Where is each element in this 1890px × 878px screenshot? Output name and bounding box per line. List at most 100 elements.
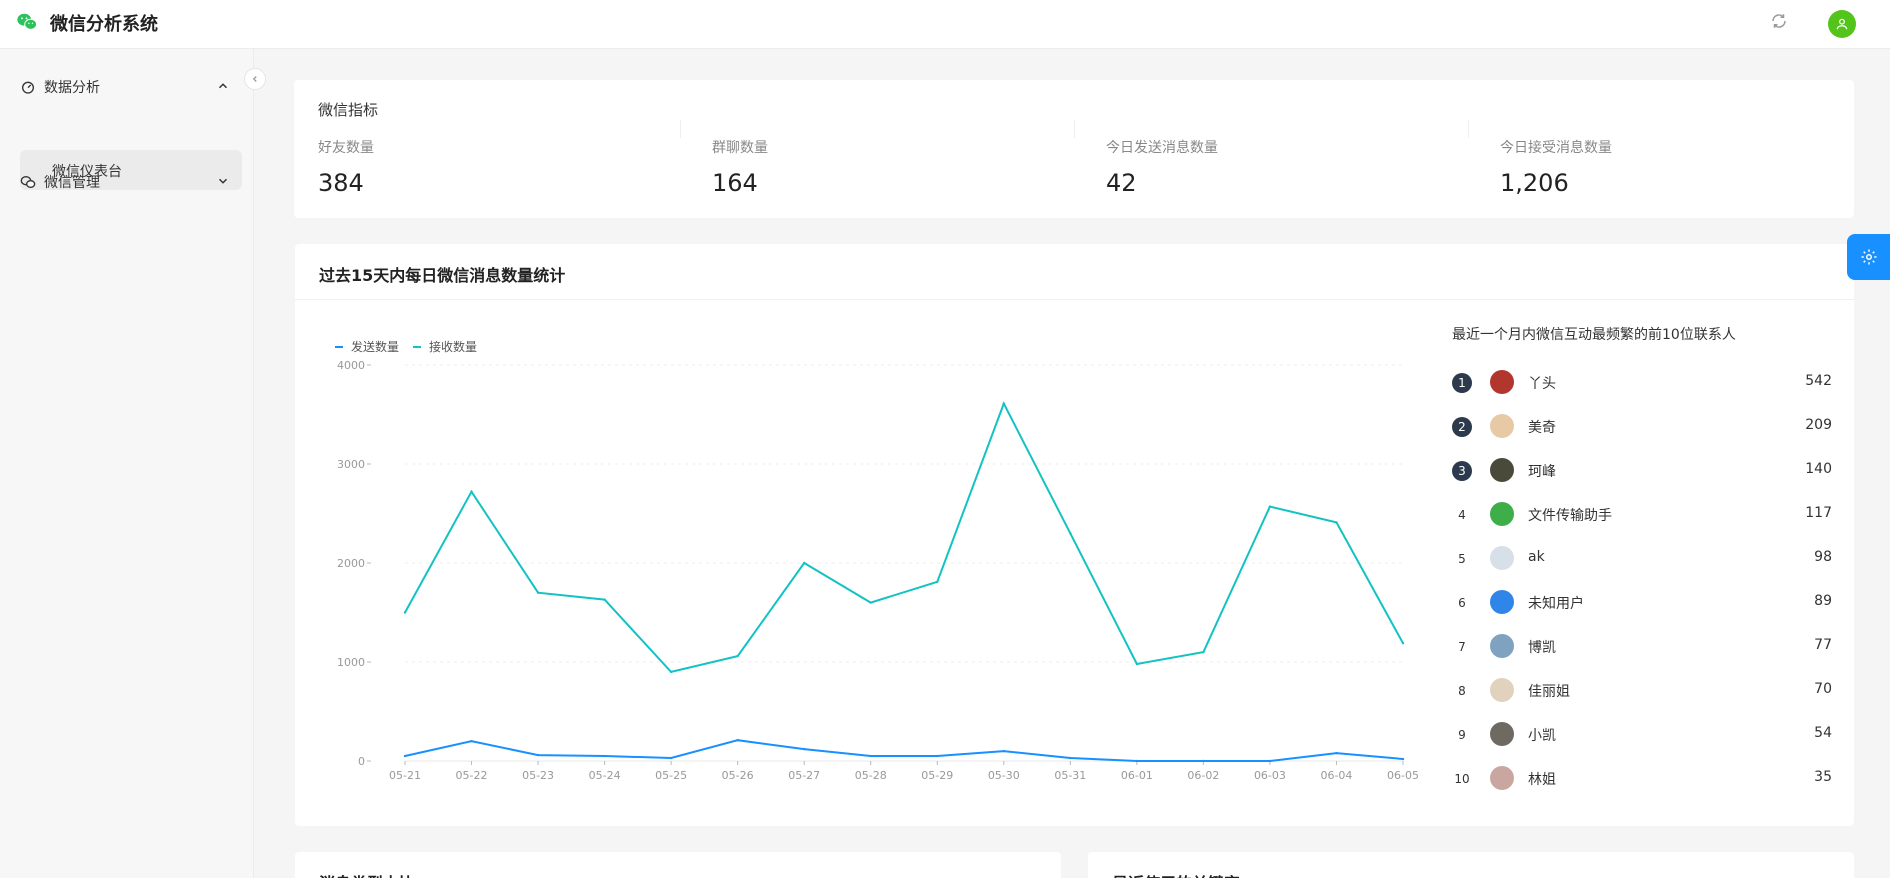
y-tick-label: 0 — [358, 755, 365, 768]
rank-badge: 1 — [1452, 373, 1472, 393]
contact-name: 小凯 — [1528, 728, 1556, 744]
contact-row[interactable]: 10 林姐 35 — [1452, 762, 1832, 792]
contact-row[interactable]: 9 小凯 54 — [1452, 718, 1832, 748]
x-tick-label: 06-01 — [1121, 769, 1153, 782]
data-point — [536, 753, 540, 757]
x-tick-label: 05-27 — [788, 769, 820, 782]
chevron-left-icon — [252, 76, 257, 82]
contact-avatar — [1490, 458, 1514, 482]
legend-swatch — [413, 345, 422, 348]
data-point — [869, 754, 872, 758]
rank-badge: 8 — [1458, 684, 1466, 698]
data-point — [1401, 757, 1405, 761]
line-chart: 0 1000 2000 3000 4000 05-21 05-22 05-23 05-24 05-… — [337, 359, 1419, 782]
menu-group-data-analysis[interactable]: 数据分析 — [20, 73, 230, 101]
x-tick-label: 05-24 — [589, 769, 621, 782]
y-tick-label: 2000 — [337, 557, 365, 570]
data-point — [603, 754, 606, 758]
rank-badge: 5 — [1458, 552, 1466, 566]
data-point — [1069, 756, 1072, 760]
legend-swatch — [335, 345, 343, 348]
data-point — [736, 739, 739, 742]
legend-item-received[interactable]: 接收数量 — [413, 338, 477, 355]
chevron-down-icon — [218, 178, 228, 184]
divider — [1074, 120, 1075, 138]
contact-row[interactable]: 3 珂峰 140 — [1452, 454, 1832, 484]
top-header: 微信分析系统 — [0, 0, 1890, 49]
message-type-title: 消息类型占比 — [319, 870, 415, 878]
chevron-up-icon — [218, 83, 228, 89]
contact-row[interactable]: 8 佳丽姐 70 — [1452, 674, 1832, 704]
recent-keywords-card: 最近使用的关键字 — [1088, 852, 1854, 878]
data-point — [403, 754, 407, 758]
y-tick-label: 4000 — [337, 359, 365, 372]
data-point — [1135, 759, 1139, 763]
x-tick-label: 05-25 — [655, 769, 687, 782]
sidebar: 数据分析 微信仪表台 微信管理 — [0, 49, 254, 878]
contact-name: 未知用户 — [1528, 596, 1584, 612]
stat-friends: 好友数量 384 — [318, 137, 698, 197]
contact-name: ak — [1528, 549, 1545, 565]
contact-row[interactable]: 4 文件传输助手 117 — [1452, 498, 1832, 528]
data-point — [736, 654, 739, 658]
stat-value: 164 — [712, 169, 758, 197]
gear-icon — [1861, 249, 1877, 265]
settings-button[interactable] — [1847, 234, 1890, 280]
x-tick-label: 06-03 — [1254, 769, 1286, 782]
data-point — [1002, 749, 1005, 753]
contact-row[interactable]: 2 美奇 209 — [1452, 410, 1832, 440]
contact-avatar — [1490, 414, 1514, 438]
contact-name: 林姐 — [1528, 772, 1556, 788]
x-tick-label: 06-04 — [1320, 769, 1352, 782]
contact-row[interactable]: 7 博凯 77 — [1452, 630, 1832, 660]
stat-sent-today: 今日发送消息数量 42 — [1106, 137, 1486, 197]
contact-count: 77 — [1814, 637, 1832, 653]
menu-group-label: 数据分析 — [44, 80, 100, 96]
data-point — [669, 670, 673, 674]
contact-count: 117 — [1805, 505, 1832, 521]
data-point — [603, 598, 606, 601]
contact-count: 35 — [1814, 769, 1832, 785]
sidebar-collapse-button[interactable] — [244, 68, 266, 90]
rank-badge: 9 — [1458, 728, 1466, 742]
contact-row[interactable]: 1 丫头 542 — [1452, 366, 1832, 396]
x-tick-label: 05-23 — [522, 769, 554, 782]
contact-count: 542 — [1805, 373, 1832, 389]
legend-item-sent[interactable]: 发送数量 — [335, 338, 399, 355]
data-point — [536, 591, 540, 594]
user-avatar[interactable] — [1828, 10, 1856, 38]
contact-row[interactable]: 6 未知用户 89 — [1452, 586, 1832, 616]
y-tick-label: 3000 — [337, 458, 365, 471]
contact-name: 博凯 — [1528, 640, 1556, 656]
stat-label: 好友数量 — [318, 140, 374, 156]
contact-count: 209 — [1805, 417, 1832, 433]
x-tick-label: 05-21 — [389, 769, 421, 782]
series-line — [404, 401, 1404, 674]
menu-group-wechat-management[interactable]: 微信管理 — [20, 168, 230, 196]
x-tick-label: 05-26 — [722, 769, 754, 782]
y-tick-label: 1000 — [337, 656, 365, 669]
contact-count: 54 — [1814, 725, 1832, 741]
stat-label: 群聊数量 — [712, 140, 768, 156]
contact-count: 70 — [1814, 681, 1832, 697]
legend-label: 接收数量 — [429, 340, 478, 354]
divider — [295, 299, 1854, 300]
x-tick-label: 05-30 — [988, 769, 1020, 782]
x-tick-label: 06-05 — [1387, 769, 1419, 782]
contact-avatar — [1490, 634, 1514, 658]
divider — [680, 120, 681, 138]
message-type-card: 消息类型占比 — [295, 852, 1061, 878]
refresh-icon[interactable] — [1770, 12, 1788, 30]
contact-row[interactable]: 5 ak 98 — [1452, 542, 1832, 572]
data-point — [470, 740, 473, 743]
rank-badge: 7 — [1458, 640, 1466, 654]
contact-avatar — [1490, 370, 1514, 394]
rank-badge: 3 — [1452, 461, 1472, 481]
stat-value: 384 — [318, 169, 364, 197]
contact-avatar — [1490, 546, 1514, 570]
data-point — [1335, 521, 1338, 524]
data-point — [403, 611, 407, 614]
contact-name: 珂峰 — [1528, 464, 1556, 480]
contact-count: 89 — [1814, 593, 1832, 609]
sidebar-item-wechat-dashboard[interactable]: 微信仪表台 — [20, 150, 242, 190]
